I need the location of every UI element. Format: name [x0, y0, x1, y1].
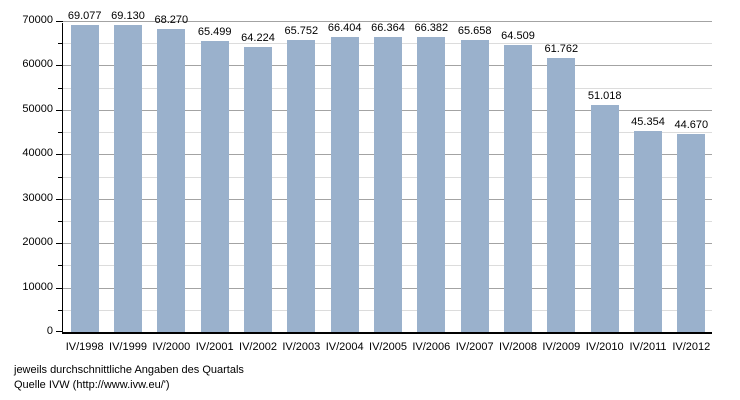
y-tick-minor [58, 87, 63, 89]
y-tick-minor [58, 309, 63, 311]
bar-value-label: 66.364 [371, 22, 405, 35]
x-axis-label: IV/2004 [325, 341, 364, 353]
y-tick-major [56, 109, 63, 111]
bar [114, 24, 142, 332]
y-tick-minor [58, 265, 63, 267]
bar-value-label: 61.762 [544, 42, 579, 55]
bar-value-label: 45.354 [631, 115, 665, 128]
y-axis-label: 0 [46, 325, 53, 337]
bar [417, 37, 446, 332]
x-axis-label: IV/2007 [455, 341, 494, 353]
x-axis-label: IV/2009 [542, 341, 581, 353]
x-axis-label: IV/2003 [282, 341, 321, 353]
y-tick-major [56, 331, 63, 332]
bar [590, 105, 619, 332]
footer-note-line2: Quelle IVW (http://www.ivw.eu/') [14, 379, 170, 391]
y-axis-label: 60000 [22, 58, 53, 71]
bar [330, 36, 359, 332]
y-tick-minor [58, 220, 63, 222]
bar [634, 130, 662, 332]
y-axis-label: 50000 [22, 102, 53, 115]
y-axis-label: 40000 [22, 147, 53, 160]
y-axis-label: 70000 [22, 14, 53, 26]
plot-area: 0 10000 20000 30000 40000 50000 60000 70000 69.0… [22, 10, 712, 353]
bar-value-label: 64.509 [501, 30, 535, 43]
x-axis-label: IV/2012 [672, 341, 711, 353]
bar [677, 133, 706, 332]
bar [504, 45, 532, 332]
x-axis-label: IV/2008 [499, 341, 537, 353]
y-tick-major [56, 243, 63, 245]
x-axis-label: IV/2011 [629, 341, 667, 353]
gridline-major [63, 21, 712, 22]
y-tick-major [56, 198, 63, 200]
bar-value-label: 44.670 [674, 118, 709, 131]
bar-value-label: 65.499 [197, 26, 232, 38]
y-axis-label: 20000 [22, 236, 53, 249]
chart-footer: jeweils durchschnittliche Angaben des Qu… [14, 363, 244, 393]
bar [460, 40, 489, 332]
bar-value-label: 68.270 [154, 13, 189, 26]
bar-value-label: 66.404 [327, 21, 362, 34]
y-tick-minor [58, 43, 63, 45]
bar [374, 37, 402, 332]
x-axis-label: IV/2002 [239, 341, 277, 353]
y-tick-major [56, 65, 63, 67]
y-axis-label: 10000 [22, 280, 53, 293]
y-tick-major [56, 287, 63, 289]
bar [244, 46, 272, 332]
bar-value-label: 51.018 [587, 90, 622, 103]
bar-value-label: 66.382 [414, 22, 449, 35]
bar-value-label: 69.130 [111, 9, 145, 22]
bar-value-label: 64.224 [241, 31, 275, 44]
bar [547, 57, 576, 332]
bar [70, 25, 99, 332]
x-axis-label: IV/1999 [109, 341, 147, 353]
x-axis-label: IV/2006 [412, 341, 451, 353]
bar-value-label: 65.752 [284, 24, 319, 37]
footer-note-line1: jeweils durchschnittliche Angaben des Qu… [14, 364, 244, 376]
x-axis-label: IV/2001 [195, 341, 234, 353]
x-axis-label: IV/1998 [65, 341, 104, 353]
bar-value-label: 69.077 [67, 10, 102, 23]
x-axis-label: IV/2005 [369, 341, 407, 353]
y-tick-major [56, 21, 63, 22]
bar [287, 39, 316, 332]
y-tick-minor [58, 132, 63, 134]
x-axis-label: IV/2010 [585, 341, 624, 353]
y-tick-major [56, 154, 63, 156]
x-axis-label: IV/2000 [152, 341, 191, 353]
y-tick-minor [58, 176, 63, 178]
bar-value-label: 65.658 [457, 25, 492, 38]
bar [200, 41, 229, 332]
bar [157, 28, 186, 332]
y-axis-label: 30000 [22, 191, 53, 204]
